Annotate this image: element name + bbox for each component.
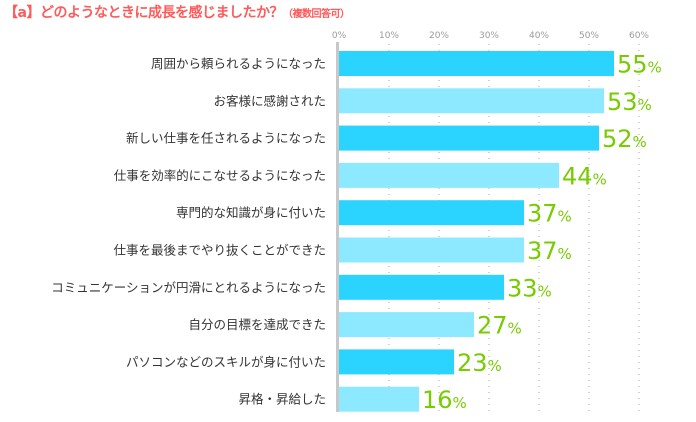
bar xyxy=(339,386,419,412)
bar xyxy=(339,125,599,151)
category-label: 周囲から頼られるようになった xyxy=(151,56,326,71)
data-label: 37% xyxy=(527,237,572,265)
bar xyxy=(339,312,474,338)
bar xyxy=(339,200,524,226)
data-label: 27% xyxy=(477,312,522,340)
category-label: パソコンなどのスキルが身に付いた xyxy=(126,354,326,369)
bar xyxy=(339,237,524,263)
category-label: 仕事を最後までやり抜くことができた xyxy=(113,243,326,258)
category-label: 昇格・昇給した xyxy=(238,392,326,407)
category-label: 仕事を効率的にこなせるようになった xyxy=(114,168,326,183)
tick-label: 20% xyxy=(429,31,449,41)
category-label: お客様に感謝された xyxy=(213,93,326,108)
bar xyxy=(339,88,604,114)
title-text: 【a】どのようなときに成長を感じましたか？ xyxy=(4,5,283,21)
category-label: 専門的な知識が身に付いた xyxy=(176,205,326,220)
subtitle-text: （複数回答可） xyxy=(282,9,350,20)
bar xyxy=(339,51,614,76)
data-label: 23% xyxy=(457,349,502,377)
data-label: 52% xyxy=(602,125,647,153)
data-label: 55% xyxy=(617,51,662,79)
data-label: 16% xyxy=(422,386,467,414)
y-axis xyxy=(336,42,339,412)
bar xyxy=(339,349,454,375)
tick-label: 0% xyxy=(332,31,347,41)
chart-title: 【a】どのようなときに成長を感じましたか？（複数回答可） xyxy=(4,2,350,22)
category-label: 新しい仕事を任されるようになった xyxy=(126,131,326,146)
data-label: 33% xyxy=(507,274,552,302)
tick-label: 50% xyxy=(579,31,599,41)
tick-label: 40% xyxy=(529,31,549,41)
bar xyxy=(339,162,559,188)
category-label: コミュニケーションが円滑にとれるようになった xyxy=(51,280,326,295)
tick-label: 10% xyxy=(379,31,399,41)
data-label: 53% xyxy=(607,88,652,116)
data-label: 44% xyxy=(562,162,607,190)
tick-label: 30% xyxy=(479,31,499,41)
category-label: 自分の目標を達成できた xyxy=(188,317,326,332)
data-label: 37% xyxy=(527,200,572,228)
bar xyxy=(339,274,504,300)
tick-label: 60% xyxy=(629,31,649,41)
